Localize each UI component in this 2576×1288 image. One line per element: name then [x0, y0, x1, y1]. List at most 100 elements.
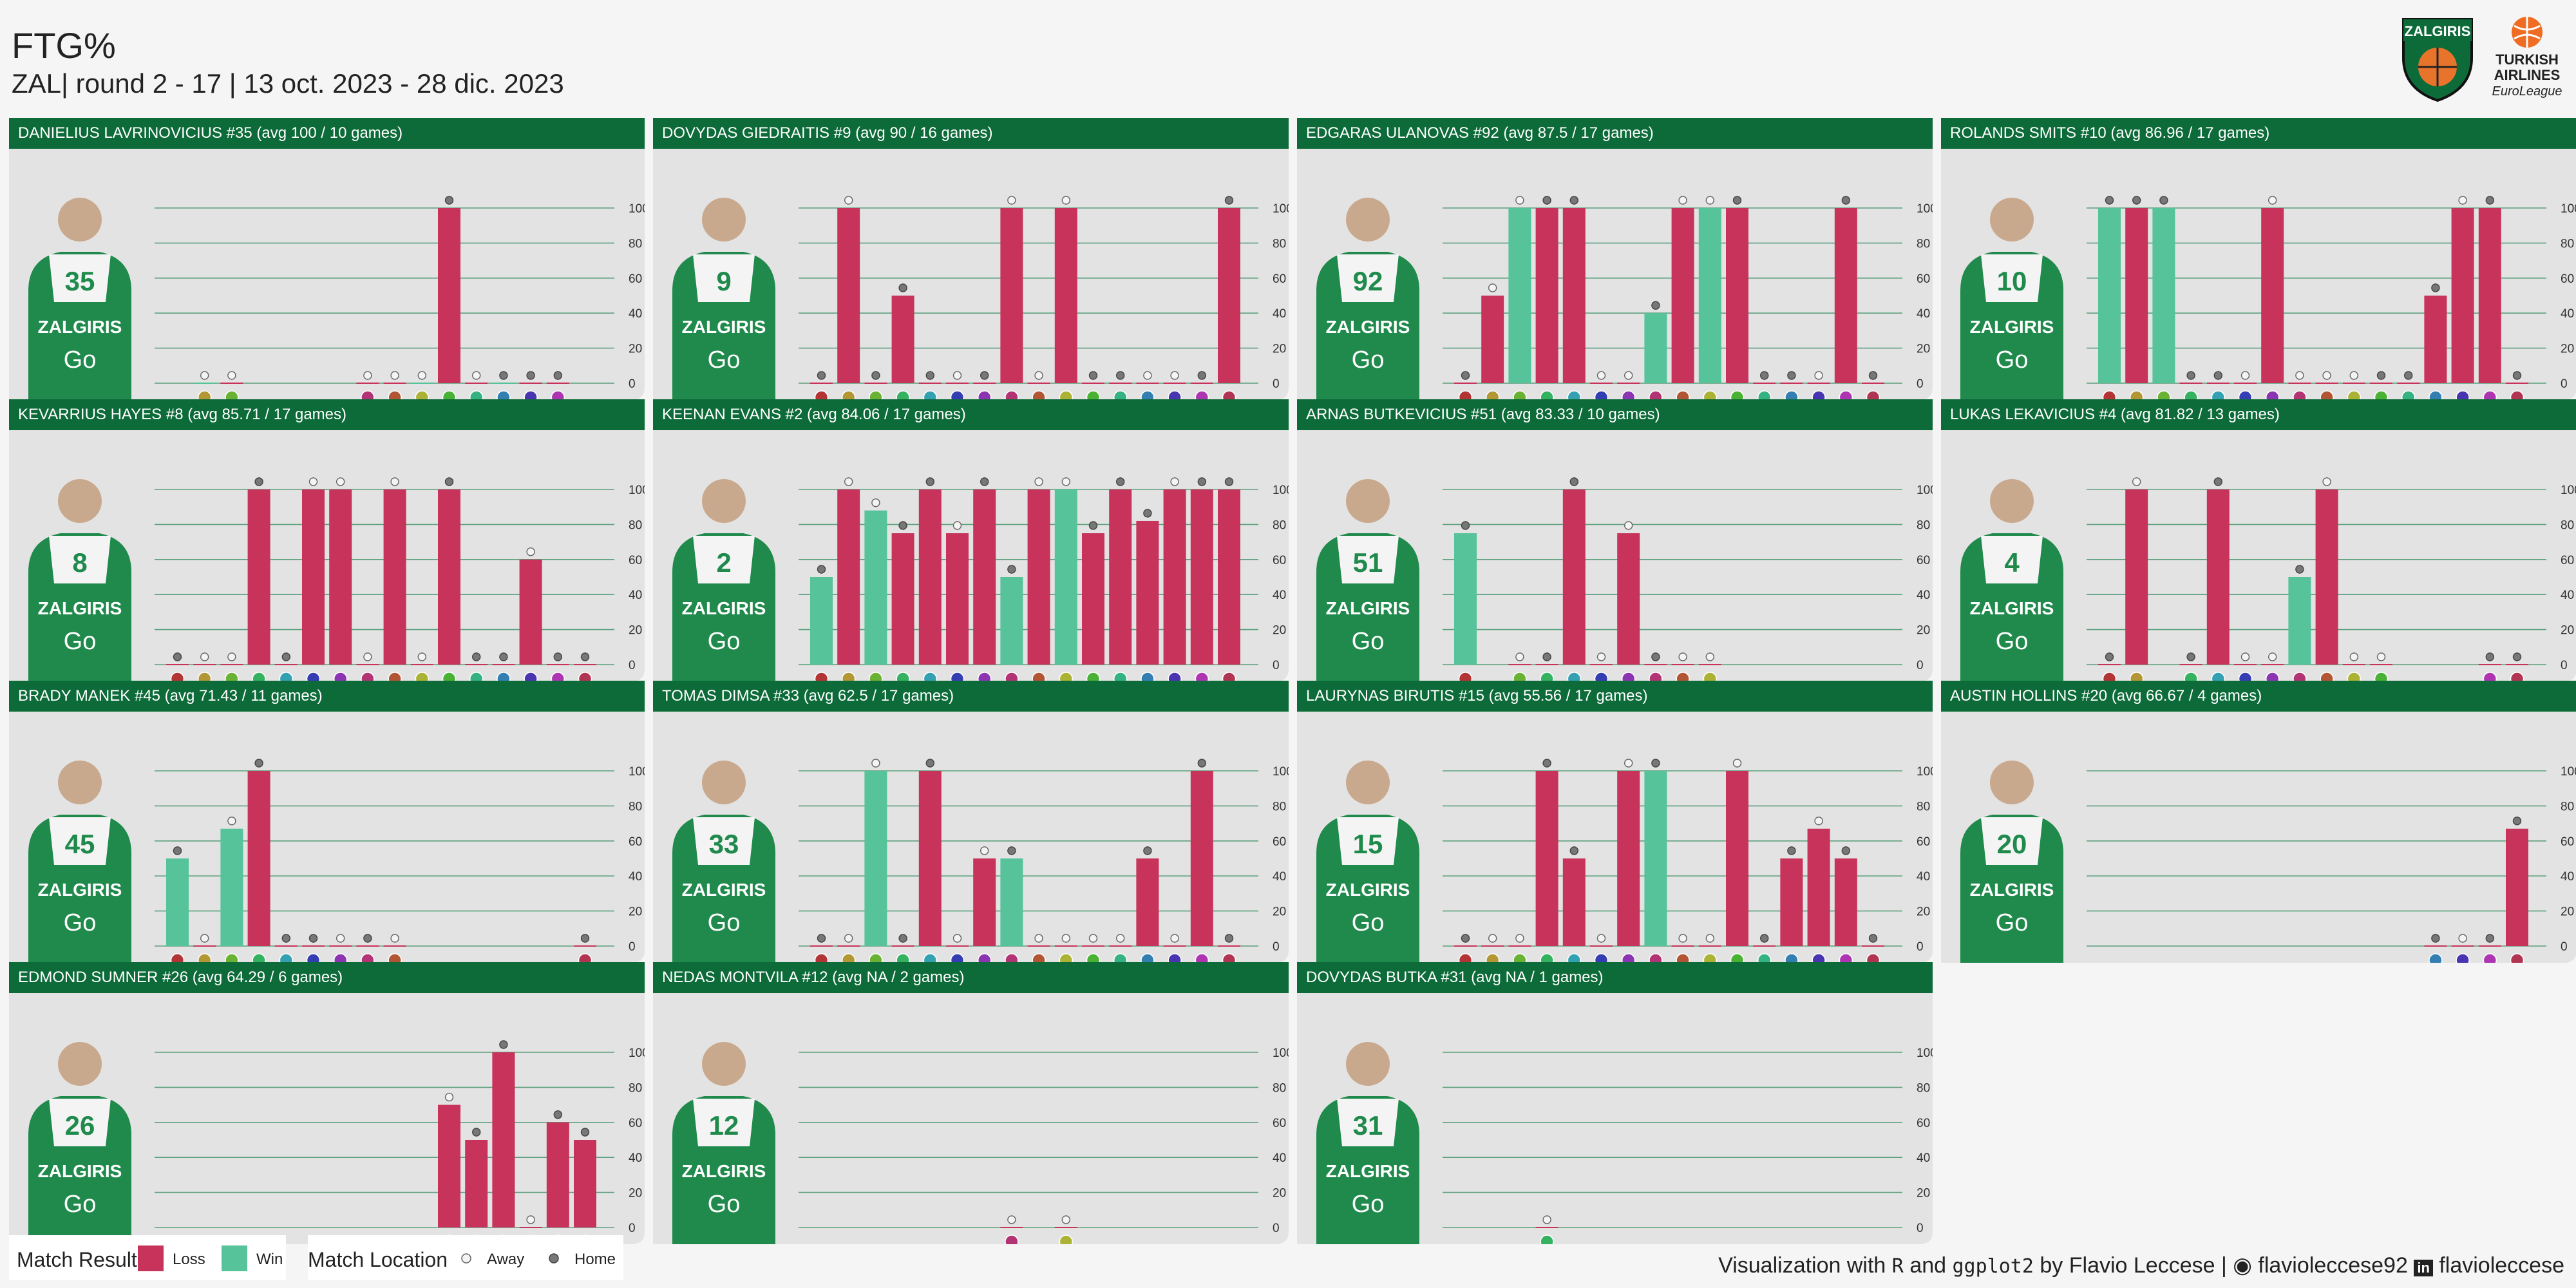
bar: [1508, 208, 1531, 383]
away-marker: [2322, 371, 2331, 380]
panel-background: [9, 149, 645, 400]
player-strip: KEENAN EVANS #2 (avg 84.06 / 17 games): [653, 399, 1289, 430]
opponent-logo-icon: [388, 953, 402, 963]
opponent-logo-icon: [1649, 672, 1663, 681]
player-strip: DOVYDAS GIEDRAITIS #9 (avg 90 / 16 games…: [653, 118, 1289, 149]
bar: [1454, 533, 1477, 665]
away-marker: [1814, 371, 1823, 380]
away-marker: [526, 547, 535, 556]
player-plot: 0 20 40 60 80 100 35 ZALGIRIS Go: [9, 149, 645, 400]
away-marker: [2322, 477, 2331, 486]
legend-loss-key: [138, 1245, 164, 1271]
y-tick-label: 60: [1917, 1117, 1930, 1130]
opponent-logo-icon: [1059, 953, 1074, 963]
y-tick-label: 0: [1917, 659, 1924, 672]
player-panel: KEVARRIUS HAYES #8 (avg 85.71 / 17 games…: [9, 399, 645, 681]
opponent-logo-icon: [1032, 672, 1046, 681]
away-marker: [871, 759, 880, 768]
opponent-logo-icon: [2347, 390, 2362, 400]
player-strip: EDMOND SUMNER #26 (avg 64.29 / 6 games): [9, 962, 645, 993]
away-marker: [1678, 196, 1687, 205]
home-marker: [1868, 934, 1878, 943]
y-tick-label: 20: [1917, 905, 1930, 919]
player-photo: 2 ZALGIRIS Go: [672, 479, 775, 681]
home-marker: [1197, 371, 1206, 380]
away-marker: [1061, 196, 1070, 205]
player-panel: KEENAN EVANS #2 (avg 84.06 / 17 games) 0 2…: [653, 399, 1289, 681]
player-jersey-top: [1981, 536, 2043, 583]
away-marker: [227, 371, 236, 380]
player-plot: 0 20 40 60 80 100 92 ZALGIRIS Go: [1297, 149, 1933, 400]
bar: [918, 489, 942, 665]
home-marker: [1841, 196, 1850, 205]
home-marker: [1088, 521, 1098, 530]
bar: [546, 1122, 569, 1227]
y-tick-label: 20: [2561, 905, 2574, 919]
opponent-logo-icon: [306, 953, 321, 963]
opponent-logo-icon: [1005, 953, 1019, 963]
player-panel: LAURYNAS BIRUTIS #15 (avg 55.56 / 17 gam…: [1297, 681, 1933, 963]
y-tick-label: 80: [1917, 1081, 1930, 1095]
panel-background: [653, 149, 1289, 400]
home-marker: [2213, 371, 2222, 380]
player-plot: 0 20 40 60 80 100 2 ZALGIRIS Go: [653, 430, 1289, 681]
opponent-logo-icon: [2102, 390, 2117, 400]
home-marker: [925, 477, 934, 486]
bar: [574, 1140, 596, 1227]
opponent-logo-icon: [1757, 953, 1772, 963]
home-marker: [1760, 934, 1769, 943]
bar: [1082, 533, 1104, 665]
opponent-logo-icon: [1540, 953, 1554, 963]
away-marker: [1624, 759, 1633, 768]
opponent-logo-icon: [1005, 1235, 1019, 1244]
home-marker: [2512, 652, 2522, 661]
y-tick-label: 60: [1273, 835, 1286, 849]
away-marker: [1515, 934, 1524, 943]
player-head: [58, 479, 102, 523]
y-tick-label: 60: [2561, 554, 2574, 567]
home-marker: [553, 371, 562, 380]
jersey-sponsor: Go: [708, 1191, 741, 1218]
player-photo: 33 ZALGIRIS Go: [672, 761, 775, 963]
opponent-logo-icon: [1621, 953, 1636, 963]
opponent-logo-icon: [1567, 953, 1582, 963]
player-jersey-top: [49, 536, 111, 583]
opponent-logo-icon: [2429, 390, 2443, 400]
y-tick-label: 60: [1273, 1117, 1286, 1130]
player-head: [702, 479, 746, 523]
home-marker: [2431, 283, 2440, 292]
linkedin-icon: in: [2414, 1260, 2433, 1276]
jersey-number: 92: [1353, 266, 1383, 296]
y-tick-label: 60: [629, 272, 642, 286]
opponent-logo-icon: [2184, 672, 2198, 681]
opponent-logo-icon: [197, 953, 212, 963]
jersey-sponsor: Go: [708, 909, 741, 936]
home-marker: [1197, 759, 1206, 768]
bar: [2261, 208, 2284, 383]
credit-linkedin: flavioleccese: [2439, 1253, 2564, 1278]
player-photo: 15 ZALGIRIS Go: [1316, 761, 1419, 963]
player-head: [58, 761, 102, 804]
legend-home-key: [549, 1253, 559, 1264]
home-marker: [173, 846, 182, 855]
player-head: [58, 1042, 102, 1086]
opponent-logo-icon: [1059, 390, 1074, 400]
opponent-logo-icon: [1540, 1235, 1554, 1244]
bar: [166, 858, 189, 946]
player-jersey-top: [1337, 536, 1399, 583]
y-tick-label: 100: [1273, 1046, 1289, 1060]
home-marker: [308, 934, 318, 943]
y-tick-label: 20: [1917, 343, 1930, 356]
player-photo: 8 ZALGIRIS Go: [28, 479, 131, 681]
opponent-logo-icon: [1513, 672, 1527, 681]
opponent-logo-icon: [1195, 953, 1209, 963]
home-marker: [472, 652, 481, 661]
away-marker: [1542, 1215, 1551, 1224]
y-tick-label: 80: [2561, 237, 2574, 251]
opponent-logo-icon: [841, 390, 856, 400]
y-tick-label: 60: [1273, 554, 1286, 567]
bar: [1163, 489, 1186, 665]
away-marker: [844, 196, 853, 205]
away-marker: [871, 498, 880, 507]
player-strip: DOVYDAS BUTKA #31 (avg NA / 1 games): [1297, 962, 1933, 993]
